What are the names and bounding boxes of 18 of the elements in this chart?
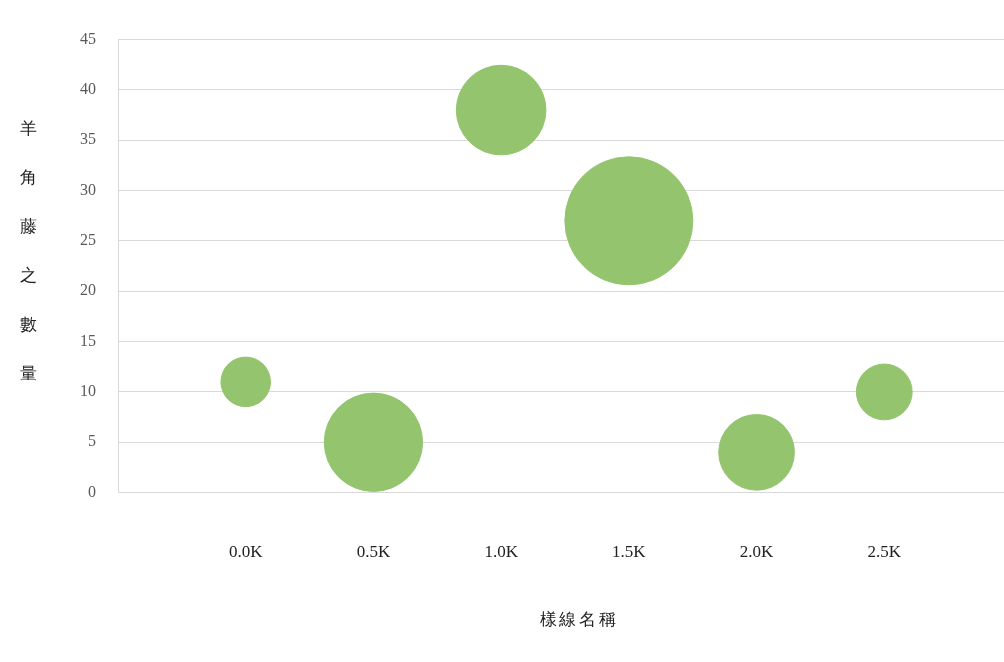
x-tick-label: 0.5K [356,542,391,562]
x-tick-label: 1.0K [484,542,519,562]
y-tick-label: 45 [80,29,96,47]
y-tick-label: 40 [80,80,96,98]
x-tick-label: 2.5K [867,542,902,562]
y-tick-label: 5 [88,432,96,450]
y-tick-label: 30 [80,180,96,198]
y-tick-label: 10 [80,382,96,400]
x-tick-label: 2.0K [739,542,775,562]
y-tick-label: 25 [80,231,96,249]
y-tick-label: 0 [88,482,96,500]
text: 羊角藤之數量 [20,119,37,383]
y-tick-label: 20 [80,281,96,299]
y-tick-label: 15 [80,331,96,349]
x-tick-label: 0.0K [228,542,264,562]
x-axis-title: 樣線名稱 [538,609,620,631]
y-tick-label: 35 [80,130,96,148]
x-tick-label: 1.5K [612,542,647,562]
